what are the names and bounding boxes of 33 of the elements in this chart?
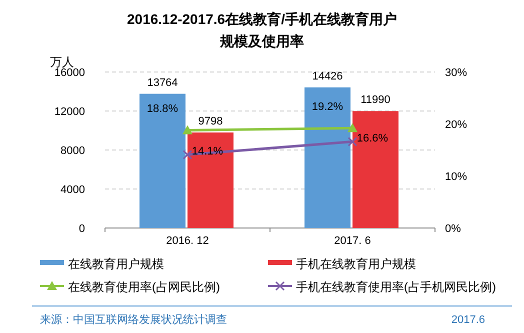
bar [188, 132, 234, 228]
data-label: 19.2% [312, 101, 344, 114]
point [182, 150, 192, 160]
data-label: 16.6% [356, 132, 388, 145]
y-tick-label: 0 [78, 223, 85, 235]
y-axis-title: 万人 [50, 55, 74, 69]
y2-tick-label: 0% [445, 223, 462, 235]
data-label: 14.1% [192, 146, 224, 158]
data-label: 13764 [147, 76, 178, 89]
data-label: 11990 [360, 94, 390, 106]
point [348, 136, 358, 146]
bar [304, 87, 350, 228]
data-label: 9798 [198, 115, 223, 128]
bar [352, 111, 398, 228]
bar [140, 94, 186, 228]
y2-tick-label: 20% [445, 119, 468, 131]
y2-tick-label: 30% [445, 67, 468, 79]
data-label: 14426 [312, 70, 343, 82]
legend-label: 手机在线教育使用率(占手机网民比例) [296, 280, 496, 294]
legend-label: 手机在线教育用户规模 [296, 257, 416, 271]
legend-label: 在线教育使用率(占网民比例) [68, 280, 220, 294]
x-tick-label: 2016. 12 [166, 235, 209, 247]
text: 2017.6 [451, 314, 485, 326]
chart-title: 2016.12-2017.6在线教育/手机在线教育用户规模及使用率 [127, 10, 397, 51]
y-tick-label: 4000 [60, 184, 85, 196]
y2-tick-label: 10% [445, 171, 468, 183]
source-note: 来源：中国互联网络发展状况统计调查 [40, 313, 227, 326]
x-tick-label: 2017. 6 [334, 235, 371, 247]
data-label: 18.8% [146, 103, 178, 116]
y-tick-label: 8000 [60, 145, 85, 157]
y-tick-label: 16000 [54, 67, 85, 79]
y-tick-label: 12000 [54, 106, 85, 118]
legend-label: 在线教育用户规模 [68, 257, 164, 271]
